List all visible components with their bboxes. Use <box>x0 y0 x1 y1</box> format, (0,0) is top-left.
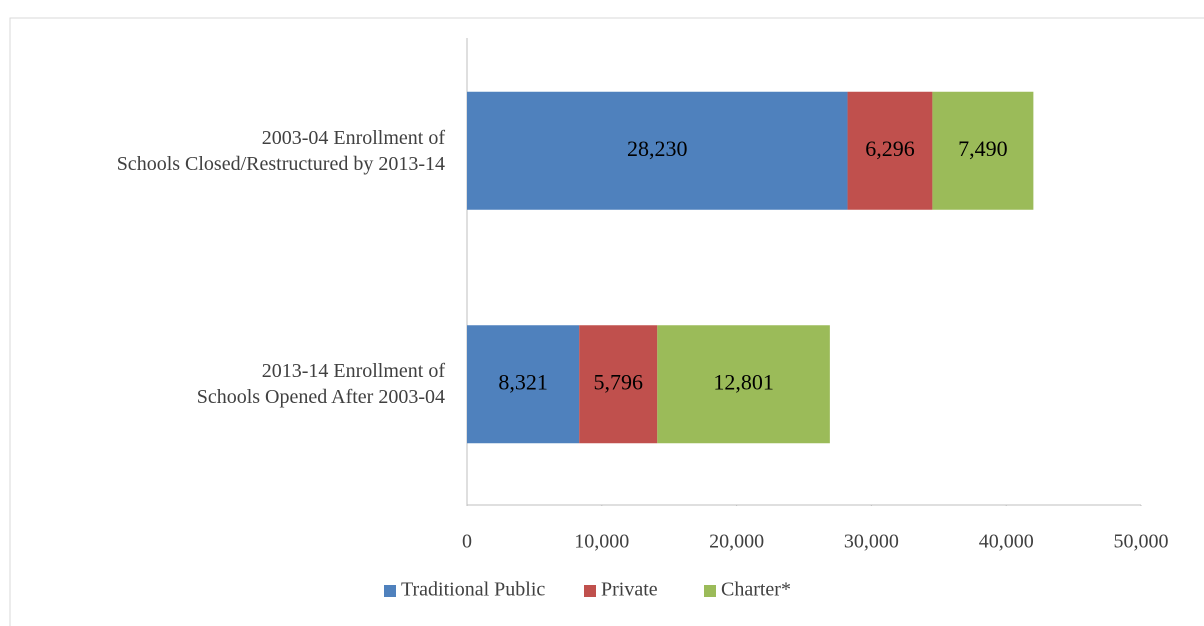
data-label: 5,796 <box>593 369 643 394</box>
data-label: 6,296 <box>865 136 915 161</box>
x-tick-label: 20,000 <box>709 531 764 553</box>
legend-label: Private <box>601 579 658 601</box>
bar-segment <box>579 325 658 444</box>
x-tick-label: 10,000 <box>574 531 629 553</box>
bar-segment <box>847 91 933 210</box>
legend-swatch <box>384 585 396 597</box>
category-label: 2003-04 Enrollment of Schools Closed/Res… <box>116 126 445 175</box>
data-label: 8,321 <box>498 369 548 394</box>
data-label: 7,490 <box>958 136 1008 161</box>
category-label: 2013-14 Enrollment of Schools Opened Aft… <box>196 360 445 409</box>
x-tick-label: 0 <box>462 531 472 553</box>
legend-swatch <box>584 585 596 597</box>
x-tick-label: 50,000 <box>1114 531 1169 553</box>
legend-swatch <box>704 585 716 597</box>
bar-segment <box>467 91 848 210</box>
legend-label: Charter* <box>721 579 791 601</box>
x-tick-label: 40,000 <box>979 531 1034 553</box>
data-label: 28,230 <box>627 136 688 161</box>
x-tick-label: 30,000 <box>844 531 899 553</box>
legend-label: Traditional Public <box>401 579 545 601</box>
chart-border <box>9 17 1204 626</box>
bar-segment <box>932 91 1034 210</box>
bar-segment <box>467 325 580 444</box>
bar-segment <box>657 325 830 444</box>
data-label: 12,801 <box>713 369 774 394</box>
